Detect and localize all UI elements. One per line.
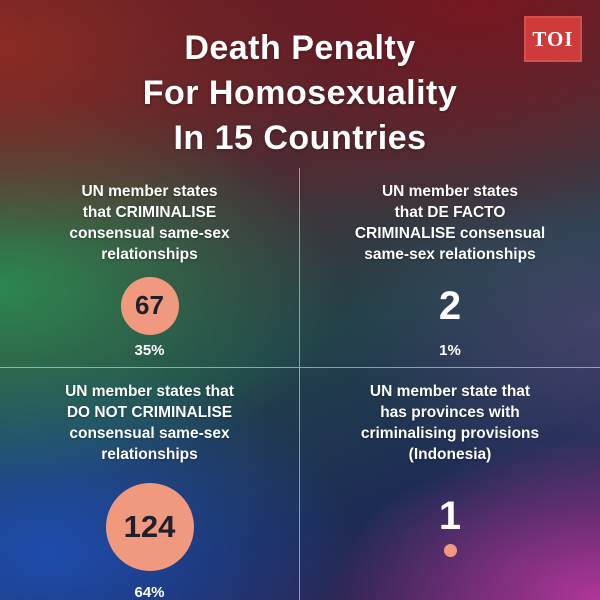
quadrant-criminalise: UN member states that CRIMINALISE consen… <box>0 168 300 368</box>
stat-value: 1 <box>438 494 462 539</box>
stat-dot <box>443 544 457 558</box>
toi-logo-text: TOI <box>532 26 574 51</box>
stat-circle: 67 <box>120 276 179 335</box>
quadrant-label: UN member states that DE FACTO CRIMINALI… <box>354 183 546 263</box>
stats-grid: UN member states that CRIMINALISE consen… <box>0 168 600 600</box>
stat-value: 67 <box>135 290 164 321</box>
stat-circle: 124 <box>105 482 194 571</box>
stat-value: 2 <box>438 283 462 328</box>
value-zone: 67 <box>120 276 179 336</box>
stat-percent: 1% <box>439 342 461 359</box>
quadrant-do-not-criminalise: UN member states that DO NOT CRIMINALISE… <box>0 368 300 600</box>
quadrant-de-facto-criminalise: UN member states that DE FACTO CRIMINALI… <box>300 168 600 368</box>
quadrant-label: UN member states that CRIMINALISE consen… <box>69 183 230 263</box>
quadrant-label: UN member state that has provinces with … <box>360 383 540 463</box>
value-zone: 124 <box>105 476 194 578</box>
toi-logo: TOI <box>524 16 582 62</box>
quadrant-provinces-indonesia: UN member state that has provinces with … <box>300 368 600 600</box>
stat-value: 124 <box>123 508 176 544</box>
page-title: Death Penalty For Homosexuality In 15 Co… <box>142 29 458 158</box>
value-zone: 1 <box>439 476 461 578</box>
value-zone: 2 <box>439 276 461 336</box>
stat-percent: 64% <box>134 583 165 600</box>
stat-percent: 35% <box>134 342 165 359</box>
quadrant-label: UN member states that DO NOT CRIMINALISE… <box>65 383 234 463</box>
